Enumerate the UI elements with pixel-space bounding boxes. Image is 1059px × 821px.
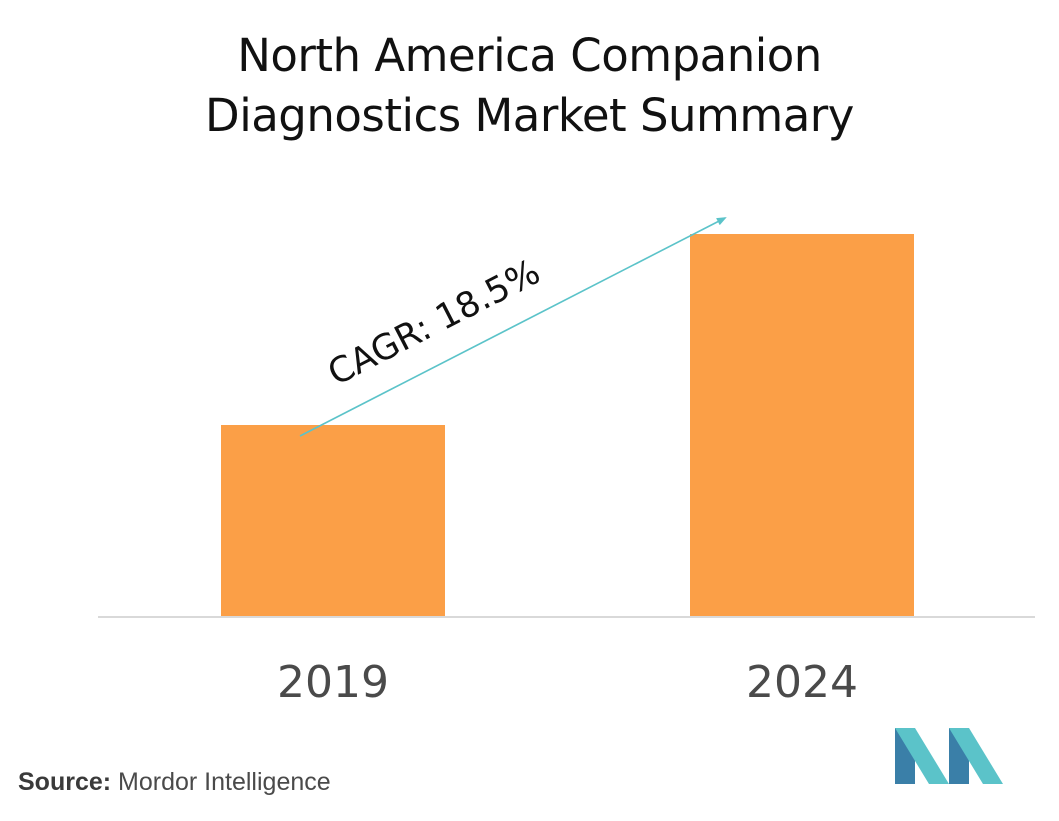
cagr-arrow (299, 217, 727, 437)
category-labels-group: 2019 2024 (277, 657, 858, 708)
source-label: Source: (18, 768, 112, 796)
source-note: Source: Mordor Intelligence (18, 768, 331, 797)
chart-title-line-1: North America Companion (237, 29, 822, 82)
logo-diagonal-shape (895, 728, 949, 784)
mordor-intelligence-logo-icon (895, 728, 1003, 784)
bar-2019 (221, 425, 445, 616)
chart-title: North America Companion Diagnostics Mark… (0, 26, 1059, 146)
bar-2024 (690, 234, 914, 616)
category-label-2019: 2019 (277, 657, 389, 708)
bars-group (221, 234, 914, 616)
cagr-annotation: CAGR: 18.5% (322, 252, 547, 394)
logo-right-diagonal-shape (949, 728, 1003, 784)
source-text: Mordor Intelligence (118, 768, 331, 796)
chart-title-line-2: Diagnostics Market Summary (205, 89, 854, 142)
category-label-2024: 2024 (746, 657, 858, 708)
